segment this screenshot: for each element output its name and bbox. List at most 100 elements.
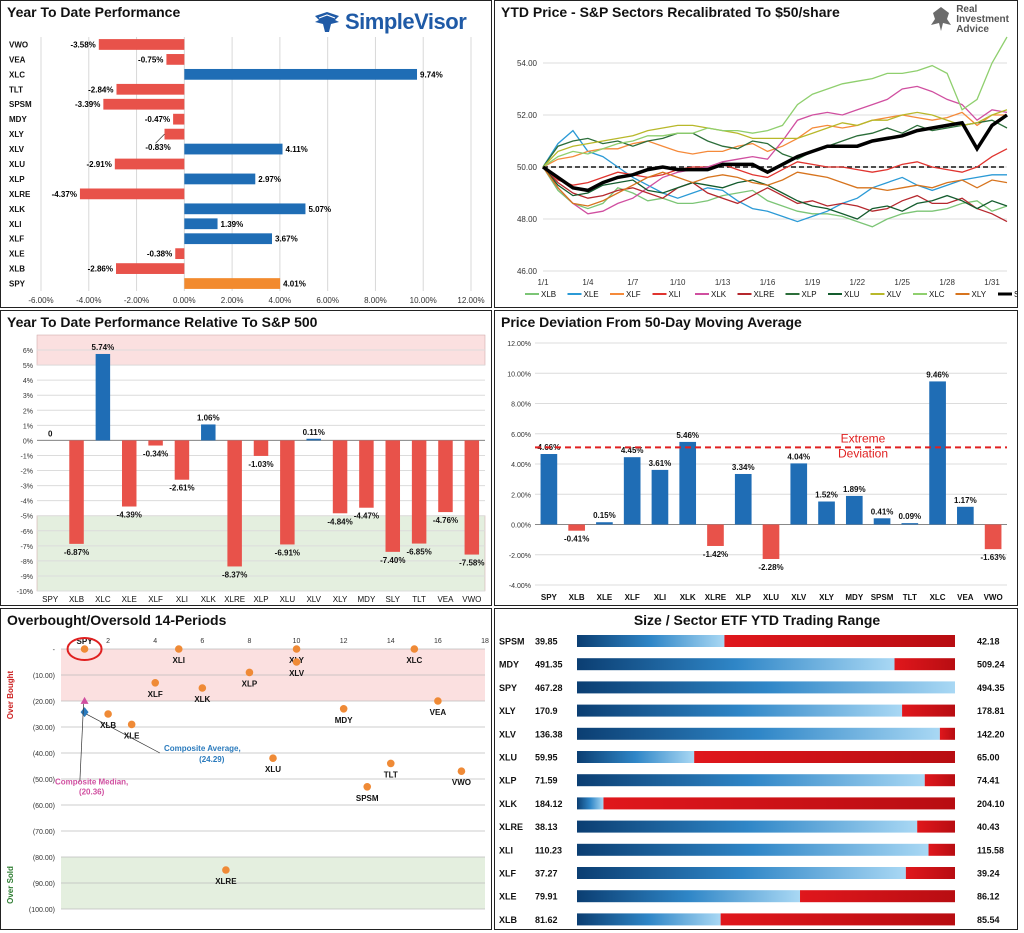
dev-bar-spy	[540, 454, 558, 525]
dev-category-label: XLK	[680, 593, 696, 602]
ytd-data-label: -4.37%	[52, 190, 77, 199]
ytd-bar-tlt	[116, 83, 185, 95]
dev-category-label: MDY	[845, 593, 863, 602]
ytd-bar-mdy	[173, 113, 185, 125]
price-series-xlu	[542, 166, 1008, 220]
range-bar-blue-spsm	[577, 635, 725, 647]
rel-category-label: XLY	[333, 595, 348, 604]
obos-point-label: TLT	[384, 770, 398, 779]
rel-data-label: -1.03%	[248, 460, 273, 469]
obos-average-leader	[86, 713, 161, 754]
obos-x-tick-label: 12	[340, 638, 348, 645]
price-y-tick-label: 46.00	[517, 267, 538, 276]
ytd-category-label: XLRE	[9, 190, 31, 199]
obos-point-xlk	[198, 684, 207, 692]
rel-data-label: -8.37%	[222, 570, 247, 579]
rel-y-tick-label: 1%	[23, 423, 33, 430]
ytd-leader-line	[155, 133, 165, 144]
range-bar-red-xlv	[939, 727, 955, 740]
range-bar-blue-xlu	[577, 751, 695, 763]
overbought-oversold-panel: Overbought/Oversold 14-Periods - (10.00) (…	[0, 608, 492, 930]
obos-median-value: (20.36)	[79, 788, 105, 797]
rel-bar-vwo	[464, 440, 480, 555]
ytd-data-label: -0.83%	[145, 143, 170, 152]
ytd-bar-vwo	[98, 39, 185, 50]
dev-bar-xlk	[679, 441, 697, 525]
price-series-xlk	[542, 85, 1008, 215]
ytd-x-tick-label: 6.00%	[316, 296, 339, 305]
range-category-label: SPY	[499, 683, 517, 693]
ytd-x-tick-label: -6.00%	[28, 296, 53, 305]
obos-point-label: XLE	[124, 731, 140, 740]
price-deviation-title: Price Deviation From 50-Day Moving Avera…	[501, 314, 802, 330]
rel-y-tick-label: 2%	[23, 408, 33, 415]
dev-y-tick-label: -2.00%	[509, 553, 531, 560]
ytd-category-label: XLY	[9, 130, 24, 139]
range-bar-blue-xlv	[577, 727, 940, 740]
dev-category-label: XLC	[930, 593, 946, 602]
dev-bar-xlf	[623, 457, 641, 525]
price-x-tick-label: 1/19	[805, 278, 821, 287]
price-legend-label: XLRE	[754, 290, 775, 299]
price-series-xle	[542, 129, 1007, 223]
ytd-data-label: 2.97%	[258, 175, 281, 184]
range-high-value: 42.18	[977, 637, 1000, 647]
ytd-category-label: XLC	[9, 70, 25, 79]
dev-bar-xlv	[790, 463, 808, 525]
ytd-x-tick-label: -4.00%	[76, 296, 101, 305]
dev-bar-vea	[957, 506, 974, 525]
obos-point-xly	[292, 645, 301, 653]
rel-category-label: XLP	[253, 595, 268, 604]
ytd-category-label: XLV	[9, 145, 25, 154]
rel-y-tick-label: -10%	[17, 589, 33, 596]
price-legend-label: XLY	[972, 290, 987, 299]
range-bar-red-xle	[800, 890, 955, 903]
rel-data-label: 0	[48, 429, 53, 438]
rel-y-tick-label: -1%	[21, 453, 33, 460]
price-x-tick-label: 1/7	[627, 278, 639, 287]
ytd-data-label: -3.39%	[75, 100, 100, 109]
range-low-value: 39.85	[535, 637, 558, 647]
obos-side-label-oversold: Over Sold	[6, 866, 15, 904]
range-category-label: XLP	[499, 776, 517, 786]
rel-bar-xlv	[306, 438, 321, 441]
price-legend-label: XLV	[887, 290, 902, 299]
range-low-value: 136.38	[535, 729, 563, 739]
dev-data-label: 3.61%	[649, 459, 672, 468]
range-category-label: XLI	[499, 845, 513, 855]
dev-category-label: VWO	[984, 593, 1003, 602]
rel-bar-sly	[385, 440, 401, 552]
rel-bar-xlc	[95, 353, 111, 441]
ytd-category-label: XLE	[9, 250, 25, 259]
price-legend-label: XLF	[626, 290, 641, 299]
obos-average-value: (24.29)	[199, 755, 225, 764]
dev-threshold-label: Deviation	[838, 446, 888, 460]
range-bar-red-xlu	[694, 751, 955, 763]
ytd-x-tick-label: 0.00%	[173, 296, 196, 305]
rel-y-tick-label: -5%	[21, 514, 33, 521]
ria-logo: Real Investment Advice	[930, 5, 1009, 35]
dev-category-label: XLF	[625, 593, 640, 602]
ytd-category-label: XLU	[9, 160, 25, 169]
range-low-value: 110.23	[535, 845, 562, 855]
dev-y-tick-label: 0.00%	[511, 523, 531, 530]
rel-category-label: XLU	[280, 595, 296, 604]
ytd-x-tick-label: -2.00%	[124, 296, 149, 305]
ytd-category-label: SPSM	[9, 100, 32, 109]
dev-data-label: -0.41%	[564, 535, 589, 544]
range-category-label: XLU	[499, 753, 517, 763]
range-bar-blue-xlre	[577, 820, 918, 833]
range-category-label: XLRE	[499, 822, 523, 832]
range-bar-red-xly	[902, 704, 955, 717]
rel-category-label: XLV	[306, 595, 321, 604]
range-category-label: XLE	[499, 892, 517, 902]
ytd-data-label: -2.84%	[88, 85, 113, 94]
dev-category-label: TLT	[903, 593, 917, 602]
range-low-value: 38.13	[535, 822, 558, 832]
range-high-value: 494.35	[977, 683, 1005, 693]
range-bar-blue-mdy	[577, 658, 895, 671]
simplevisor-logo-text: SimpleVisor	[345, 9, 467, 34]
obos-y-tick-label: (10.00)	[33, 673, 55, 680]
rel-category-label: XLF	[148, 595, 163, 604]
ytd-price-panel: YTD Price - S&P Sectors Recalibrated To …	[494, 0, 1018, 308]
